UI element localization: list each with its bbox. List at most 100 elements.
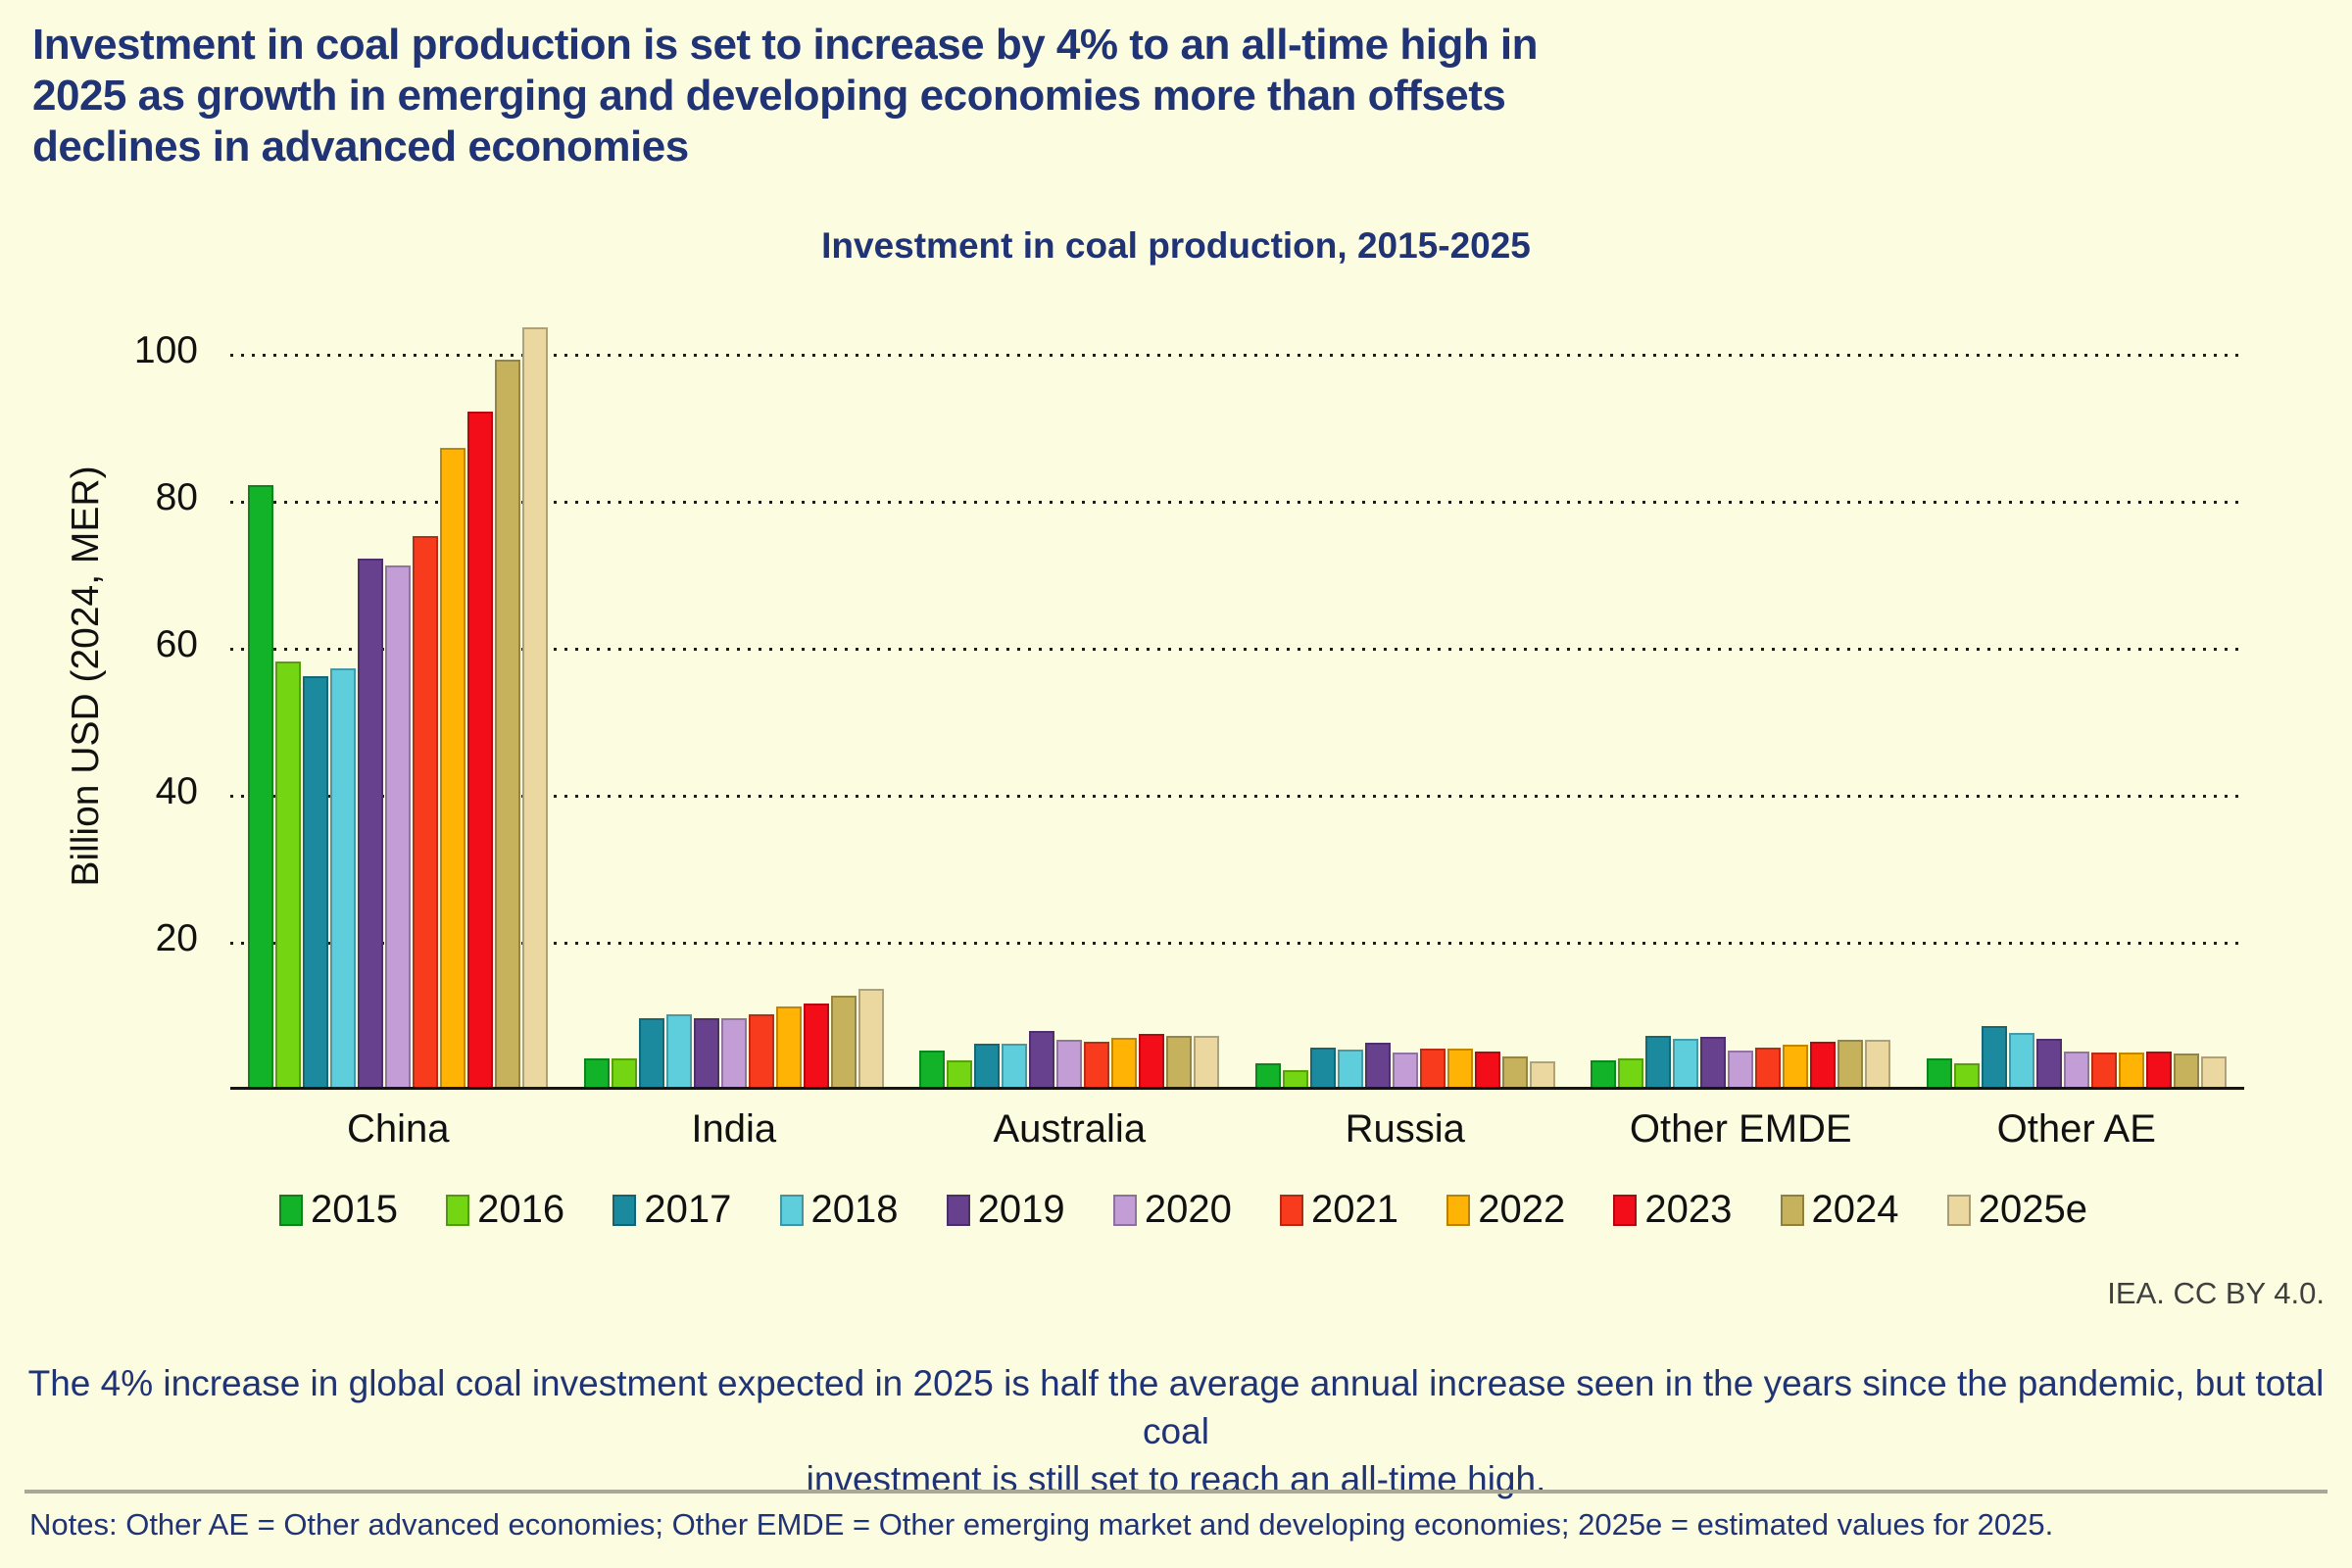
bar-group-other-ae: [1909, 306, 2245, 1088]
bar-group-china: [230, 306, 566, 1088]
category-label-other-emde: Other EMDE: [1629, 1107, 1852, 1151]
caption-line-1: The 4% increase in global coal investmen…: [27, 1363, 2325, 1451]
legend-label-2025e: 2025e: [1978, 1188, 2087, 1231]
legend-label-2021: 2021: [1311, 1188, 1399, 1231]
bar-other-ae-2023: [2145, 1052, 2172, 1088]
legend-item-2022: 2022: [1446, 1188, 1565, 1232]
bar-russia-2018: [1337, 1050, 1363, 1088]
legend-label-2015: 2015: [311, 1188, 398, 1231]
bar-other-emde-2021: [1755, 1048, 1782, 1088]
legend-swatch-2020: [1112, 1194, 1137, 1226]
legend-swatch-2017: [612, 1194, 637, 1226]
bar-australia-2023: [1139, 1034, 1165, 1088]
footer-divider: [24, 1490, 2328, 1494]
legend-item-2024: 2024: [1780, 1188, 1899, 1232]
bar-other-emde-2022: [1783, 1045, 1809, 1088]
bar-russia-2015: [1254, 1063, 1281, 1088]
bar-russia-2022: [1446, 1049, 1473, 1088]
legend-item-2023: 2023: [1613, 1188, 1732, 1232]
legend-swatch-2016: [446, 1194, 470, 1226]
legend-label-2022: 2022: [1478, 1188, 1566, 1231]
legend-swatch-2022: [1446, 1194, 1471, 1226]
bar-india-2017: [638, 1018, 664, 1088]
bar-australia-2022: [1111, 1038, 1138, 1088]
y-tick-label-40: 40: [155, 770, 198, 812]
bar-other-emde-2016: [1618, 1058, 1644, 1088]
legend-swatch-2015: [279, 1194, 303, 1226]
legend-item-2016: 2016: [446, 1188, 564, 1232]
bar-other-ae-2021: [2090, 1053, 2117, 1088]
legend-label-2017: 2017: [644, 1188, 732, 1231]
headline: Investment in coal production is set to …: [32, 21, 1539, 171]
bar-other-ae-2015: [1926, 1058, 1952, 1088]
gridline-80: [230, 501, 2244, 504]
bar-china-2020: [385, 565, 412, 1088]
bar-russia-2020: [1392, 1053, 1418, 1088]
bar-australia-2017: [974, 1044, 1001, 1088]
bar-other-ae-2019: [2035, 1039, 2062, 1088]
bar-india-2016: [611, 1058, 637, 1088]
y-tick-label-60: 60: [155, 623, 198, 665]
bar-other-emde-2018: [1673, 1039, 1699, 1088]
bar-china-2023: [467, 412, 494, 1088]
y-tick-label-100: 100: [133, 329, 198, 371]
bar-russia-2021: [1419, 1049, 1446, 1088]
legend-item-2017: 2017: [612, 1188, 731, 1232]
bar-other-ae-2016: [1953, 1063, 1980, 1088]
category-label-australia: Australia: [993, 1107, 1147, 1151]
bar-india-2022: [775, 1006, 802, 1088]
legend-swatch-2021: [1280, 1194, 1304, 1226]
category-label-russia: Russia: [1345, 1107, 1465, 1151]
legend-swatch-2019: [946, 1194, 970, 1226]
bar-russia-2024: [1501, 1056, 1528, 1088]
legend-swatch-2025e: [1946, 1194, 1971, 1226]
bar-china-2018: [330, 668, 357, 1088]
bar-russia-2023: [1474, 1052, 1500, 1088]
legend-swatch-2018: [779, 1194, 804, 1226]
bar-group-india: [566, 306, 903, 1088]
caption-line-2: investment is still set to reach an all-…: [806, 1458, 1546, 1499]
bar-india-2019: [693, 1018, 719, 1088]
category-label-china: China: [346, 1107, 450, 1151]
bar-australia-2018: [1002, 1044, 1028, 1088]
legend-item-2020: 2020: [1112, 1188, 1232, 1232]
bar-australia-2019: [1029, 1031, 1055, 1088]
plot-area: [230, 306, 2244, 1090]
x-axis-line: [230, 1087, 2244, 1090]
notes: Notes: Other AE = Other advanced economi…: [29, 1507, 2054, 1542]
legend-label-2019: 2019: [977, 1188, 1065, 1231]
bar-india-2020: [720, 1018, 747, 1088]
legend-item-2015: 2015: [279, 1188, 398, 1232]
bar-china-2016: [275, 662, 302, 1088]
bar-group-other-emde: [1573, 306, 1909, 1088]
bar-australia-2016: [947, 1060, 973, 1088]
legend-label-2020: 2020: [1144, 1188, 1232, 1231]
caption: The 4% increase in global coal investmen…: [0, 1360, 2352, 1503]
bar-russia-2025e: [1529, 1061, 1555, 1088]
y-tick-label-80: 80: [155, 476, 198, 518]
bar-china-2025e: [522, 327, 549, 1088]
bar-group-russia: [1238, 306, 1574, 1088]
legend-item-2018: 2018: [779, 1188, 899, 1232]
bar-other-emde-2020: [1728, 1051, 1754, 1088]
bar-china-2024: [495, 360, 521, 1088]
category-label-india: India: [691, 1107, 777, 1151]
bar-australia-2021: [1084, 1042, 1110, 1088]
bar-other-emde-2025e: [1865, 1040, 1891, 1088]
bar-china-2015: [248, 485, 274, 1088]
bar-russia-2019: [1364, 1043, 1391, 1088]
bar-other-ae-2020: [2063, 1052, 2089, 1088]
bar-india-2018: [665, 1014, 692, 1088]
bar-group-australia: [902, 306, 1238, 1088]
legend-label-2024: 2024: [1811, 1188, 1899, 1231]
gridline-40: [230, 795, 2244, 798]
bar-india-2021: [748, 1014, 774, 1088]
bar-australia-2025e: [1194, 1036, 1220, 1088]
chart-title: Investment in coal production, 2015-2025: [821, 225, 1531, 266]
bar-other-ae-2022: [2118, 1053, 2144, 1088]
bar-other-emde-2019: [1700, 1037, 1727, 1088]
bar-other-ae-2018: [2008, 1033, 2034, 1088]
gridline-20: [230, 942, 2244, 945]
bar-china-2019: [358, 559, 384, 1088]
